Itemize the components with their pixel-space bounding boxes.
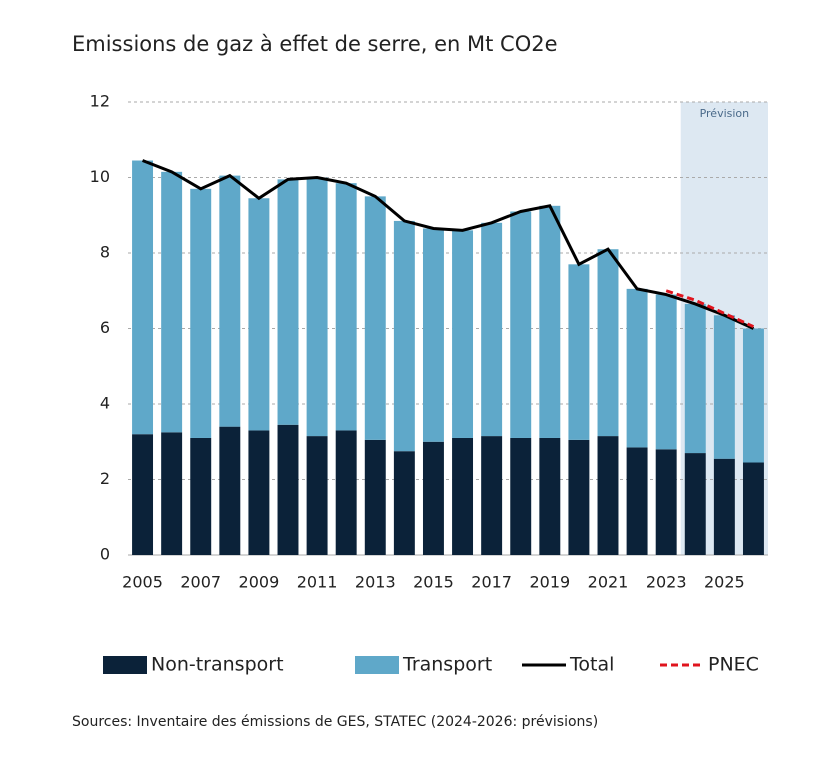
bar [219, 175, 241, 427]
bar [335, 430, 357, 555]
x-tick-label: 2017 [471, 573, 512, 592]
bar [626, 447, 648, 555]
bar [248, 430, 270, 555]
y-tick-label: 0 [100, 545, 110, 564]
bar [364, 196, 386, 440]
line [665, 289, 755, 328]
bar [684, 303, 706, 454]
bar [277, 424, 299, 555]
bar [452, 230, 474, 438]
bar [655, 449, 677, 555]
bar [510, 211, 532, 438]
bar [684, 453, 706, 555]
x-tick-label: 2007 [180, 573, 221, 592]
legend-swatch [103, 656, 147, 674]
x-tick-label: 2025 [704, 573, 745, 592]
legend-label: Transport [402, 654, 492, 676]
bar [277, 179, 299, 425]
x-tick-label: 2013 [355, 573, 396, 592]
bar [713, 458, 735, 555]
bar [481, 222, 503, 437]
x-tick-label: 2005 [122, 573, 163, 592]
legend-swatch [355, 656, 399, 674]
bar [335, 183, 357, 431]
legend-label: Total [569, 654, 614, 676]
bar [219, 426, 241, 555]
bar [422, 441, 444, 555]
y-tick-label: 8 [100, 243, 110, 262]
bar [161, 171, 183, 433]
line [142, 159, 755, 330]
y-tick-label: 4 [100, 394, 110, 413]
bar [393, 451, 415, 555]
bar [190, 188, 212, 438]
bar [597, 249, 619, 437]
bar [364, 439, 386, 555]
bar [161, 432, 183, 555]
forecast-label: Prévision [700, 107, 750, 120]
bar [539, 437, 561, 555]
bar [713, 315, 735, 459]
bar [568, 439, 590, 555]
bar [742, 328, 764, 463]
x-tick-label: 2023 [646, 573, 687, 592]
bar [393, 220, 415, 452]
bar [568, 264, 590, 440]
bar [306, 177, 328, 437]
y-tick-label: 10 [90, 167, 110, 186]
chart-title: Emissions de gaz à effet de serre, en Mt… [72, 32, 558, 56]
bar [626, 288, 648, 448]
x-tick-label: 2009 [239, 573, 280, 592]
x-tick-label: 2021 [588, 573, 629, 592]
y-tick-label: 12 [90, 92, 110, 111]
bar [539, 205, 561, 438]
x-tick-label: 2015 [413, 573, 454, 592]
bar [481, 436, 503, 555]
x-tick-label: 2011 [297, 573, 338, 592]
legend-label: Non-transport [151, 654, 284, 676]
bar [742, 462, 764, 555]
bar [132, 160, 154, 435]
bar [510, 437, 532, 555]
bar [597, 436, 619, 555]
bar [248, 198, 270, 431]
y-tick-label: 2 [100, 469, 110, 488]
bar [306, 436, 328, 555]
y-tick-label: 6 [100, 318, 110, 337]
legend-label: PNEC [708, 654, 759, 676]
bar [190, 437, 212, 555]
x-tick-label: 2019 [529, 573, 570, 592]
source-note: Sources: Inventaire des émissions de GES… [72, 714, 598, 730]
bar [132, 434, 154, 555]
bar [422, 228, 444, 442]
bar [655, 294, 677, 450]
bar [452, 437, 474, 555]
